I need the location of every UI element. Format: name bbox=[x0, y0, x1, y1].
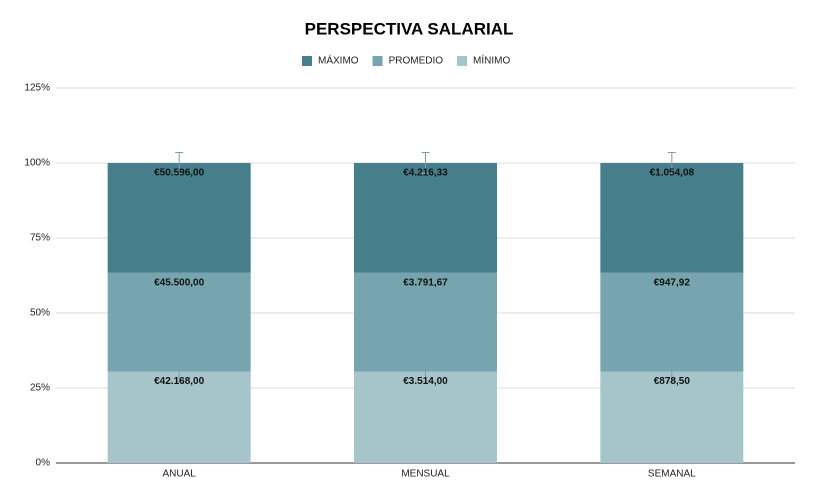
bar-segment bbox=[354, 272, 497, 372]
y-tick-label: 125% bbox=[24, 83, 50, 94]
data-label: €1.054,08 bbox=[650, 168, 695, 179]
error-bar bbox=[421, 152, 430, 174]
y-tick-label: 0% bbox=[36, 458, 51, 469]
data-label: €947,92 bbox=[654, 277, 691, 288]
y-tick-label: 100% bbox=[24, 158, 50, 169]
x-tick-label: ANUAL bbox=[162, 469, 196, 480]
data-label: €878,50 bbox=[654, 376, 691, 387]
legend-swatch bbox=[302, 56, 312, 66]
data-label: €3.514,00 bbox=[403, 376, 448, 387]
error-bar bbox=[667, 152, 676, 174]
bar-segment bbox=[600, 272, 744, 372]
bar-segment bbox=[354, 163, 497, 273]
y-tick-label: 75% bbox=[30, 233, 50, 244]
bar-segment bbox=[107, 272, 251, 372]
error-bar bbox=[175, 152, 184, 174]
legend-label: MÍNIMO bbox=[473, 54, 510, 67]
bar-segment bbox=[107, 163, 251, 273]
y-tick-label: 50% bbox=[30, 308, 50, 319]
legend-label: PROMEDIO bbox=[389, 56, 444, 67]
legend-swatch bbox=[457, 56, 468, 66]
x-tick-label: SEMANAL bbox=[648, 469, 696, 480]
bar-segment bbox=[600, 371, 744, 463]
data-label: €4.216,33 bbox=[403, 168, 448, 179]
data-label: €45.500,00 bbox=[154, 277, 204, 288]
y-tick-label: 25% bbox=[30, 383, 50, 394]
data-label: €50.596,00 bbox=[154, 168, 204, 179]
legend-label: MÁXIMO bbox=[318, 54, 359, 67]
chart-title: PERSPECTIVA SALARIAL bbox=[305, 19, 514, 38]
bar-segment bbox=[600, 163, 744, 273]
data-label: €3.791,67 bbox=[403, 277, 448, 288]
bar-segment bbox=[107, 371, 251, 463]
x-tick-label: MENSUAL bbox=[401, 469, 450, 480]
data-label: €42.168,00 bbox=[154, 376, 204, 387]
bar-segment bbox=[354, 371, 497, 463]
legend-swatch bbox=[372, 56, 383, 66]
